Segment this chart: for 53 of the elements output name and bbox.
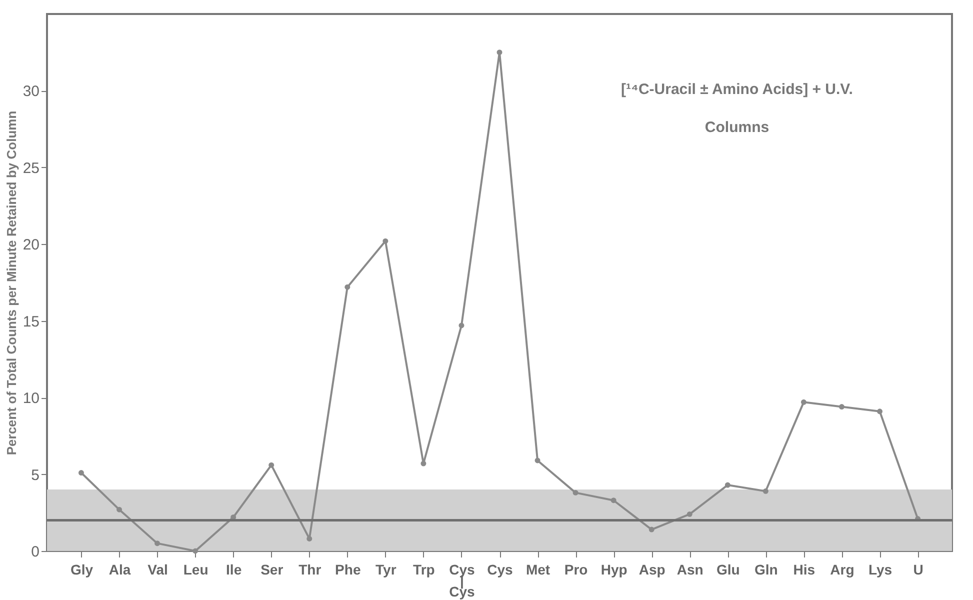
x-tick-label: Glu: [716, 562, 740, 578]
point: [382, 238, 388, 244]
point: [420, 460, 426, 466]
x-tick-label: Ala: [108, 562, 131, 578]
x-tick-label: U: [913, 562, 924, 578]
point: [268, 462, 274, 468]
point: [344, 284, 350, 290]
x-tick-label: Lys: [868, 562, 892, 578]
x-tick-label: Trp: [413, 562, 435, 578]
point: [534, 458, 540, 464]
x-tick-label: Cys: [487, 562, 514, 578]
point: [116, 506, 122, 512]
point: [762, 488, 768, 494]
point: [154, 540, 160, 546]
point: [686, 511, 692, 517]
x-tick-label: Asn: [676, 562, 704, 578]
point: [192, 548, 198, 554]
x-tick-label: Asp: [638, 562, 666, 578]
y-tick-label: 5: [31, 466, 40, 484]
x-tick-label: Leu: [183, 562, 208, 578]
annotation: [¹⁴C-Uracil ± Amino Acids] + U.V.: [621, 81, 853, 98]
y-tick-label: 0: [31, 544, 40, 560]
y-tick-label: 30: [22, 83, 40, 100]
x-tick-label: Tyr: [376, 562, 397, 578]
y-axis-title: Percent of Total Counts per Minute Retained by Column: [4, 110, 19, 456]
point: [78, 470, 84, 476]
point: [458, 322, 464, 328]
x-tick-label: Thr: [298, 562, 322, 578]
x-tick-label: His: [793, 562, 816, 578]
x-tick-label: Met: [526, 562, 550, 578]
y-tick-label: 25: [22, 160, 40, 177]
x-tick-label: Pro: [564, 562, 588, 578]
annotation: Columns: [704, 119, 770, 136]
point: [572, 490, 578, 496]
y-tick-label: 20: [22, 236, 40, 254]
x-tick-label: Ile: [226, 562, 242, 578]
point: [610, 498, 616, 504]
x-tick-label: Gln: [754, 562, 778, 578]
point: [800, 399, 806, 405]
point: [724, 482, 730, 488]
point: [306, 536, 312, 542]
x-tick-label: Hyp: [600, 562, 628, 578]
y-tick-label: 15: [22, 313, 40, 330]
point: [648, 526, 654, 532]
x-tick-label: Gly: [70, 562, 94, 578]
point: [877, 408, 882, 414]
y-tick-label: 10: [22, 390, 40, 408]
point: [496, 50, 502, 56]
x-tick-label: Val: [148, 562, 168, 578]
x-tick-label: Arg: [830, 562, 854, 578]
x-tick-label: Ser: [260, 562, 284, 578]
x-tick-label: Phe: [335, 562, 361, 578]
point: [838, 404, 844, 410]
